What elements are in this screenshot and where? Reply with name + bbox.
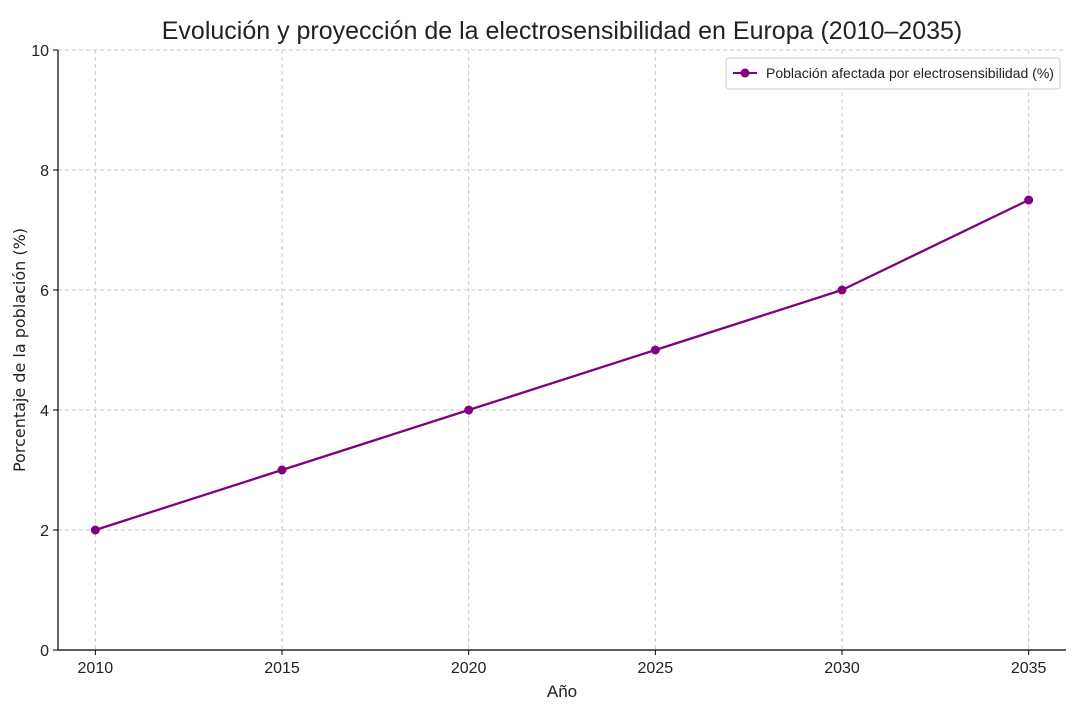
data-point — [90, 525, 100, 535]
y-tick-label: 8 — [40, 163, 49, 180]
legend: Población afectada por electrosensibilid… — [725, 57, 1061, 90]
series-group — [90, 195, 1034, 535]
x-tick-label: 2020 — [451, 660, 487, 677]
data-point — [277, 465, 287, 475]
x-axis-label: Año — [547, 682, 577, 701]
x-tick-label: 2035 — [1011, 660, 1047, 677]
series-line — [94, 198, 1030, 532]
y-axis-label: Porcentaje de la población (%) — [10, 228, 29, 472]
y-ticks: 0 2 4 6 8 10 — [31, 43, 58, 660]
data-point — [650, 345, 660, 355]
y-tick-label: 2 — [40, 523, 49, 540]
legend-marker — [740, 68, 750, 78]
x-tick-label: 2030 — [824, 660, 860, 677]
y-tick-label: 6 — [40, 283, 49, 300]
legend-label: Población afectada por electrosensibilid… — [766, 65, 1054, 81]
data-point — [1024, 195, 1034, 205]
x-tick-label: 2025 — [638, 660, 674, 677]
data-point — [464, 405, 474, 415]
data-point — [837, 285, 847, 295]
grid-lines — [58, 49, 1066, 650]
legend-box — [725, 57, 1061, 90]
x-tick-label: 2015 — [264, 660, 300, 677]
x-tick-label: 2010 — [78, 660, 114, 677]
x-ticks: 2010 2015 2020 2025 2030 2035 — [78, 650, 1047, 677]
y-tick-label: 4 — [40, 403, 49, 420]
y-tick-label: 10 — [31, 43, 49, 60]
chart-title: Evolución y proyección de la electrosens… — [162, 17, 963, 45]
axes — [57, 50, 1066, 651]
y-tick-label: 0 — [40, 643, 49, 660]
